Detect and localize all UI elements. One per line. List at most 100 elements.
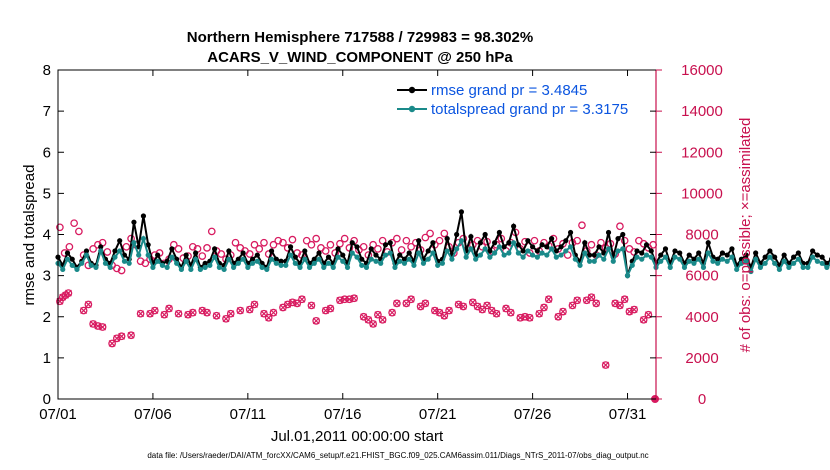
rmse-point <box>530 244 536 250</box>
totalspread-point <box>439 260 446 266</box>
totalspread-point <box>231 264 237 270</box>
totalspread-point <box>743 258 749 264</box>
totalspread-point <box>126 260 132 266</box>
obs-possible-marker <box>393 299 401 308</box>
rmse-point <box>814 252 820 258</box>
obs-possible-marker <box>103 248 112 256</box>
totalspread-point <box>477 252 483 258</box>
totalspread-point <box>221 266 227 273</box>
totalspread-point <box>691 260 697 266</box>
totalspread-point <box>297 264 303 270</box>
totalspread-point <box>520 254 526 260</box>
totalspread-point <box>615 248 621 254</box>
obs-possible-marker <box>340 295 349 304</box>
totalspread-point <box>98 248 104 254</box>
totalspread-point <box>387 250 393 256</box>
totalspread-point <box>349 250 355 256</box>
y-tick-label-left: 8 <box>43 62 51 79</box>
right-axis: 0 2000 4000 6000 8000 10000 12000 14000 16000 <box>656 62 723 408</box>
rmse-point <box>193 250 199 256</box>
legend-label-totalspread: totalspread grand pr = 3.3175 <box>431 101 628 118</box>
y-tick-label-right: 12000 <box>681 144 723 161</box>
obs-possible-marker <box>274 236 283 245</box>
obs-possible-marker <box>421 233 430 242</box>
obs-possible-marker <box>407 295 415 304</box>
rmse-point <box>397 252 403 258</box>
obs-possible-marker <box>326 304 335 313</box>
x-tick-label: 07/31 <box>609 406 647 423</box>
totalspread-point <box>79 260 85 266</box>
rmse-point <box>183 252 189 258</box>
rmse-point <box>425 248 431 254</box>
totalspread-point <box>169 254 175 260</box>
rmse-point <box>743 252 749 258</box>
rmse-point <box>235 256 241 262</box>
rmse-point <box>634 248 640 254</box>
obs-possible-marker <box>165 304 173 313</box>
obs-possible-marker <box>217 250 226 258</box>
obs-possible-marker <box>307 240 316 249</box>
obs-possible-marker <box>312 317 321 325</box>
totalspread-point <box>511 240 517 246</box>
obs-possible-marker <box>136 257 145 266</box>
rmse-point <box>558 244 564 250</box>
rmse-point <box>753 250 759 256</box>
y-tick-label-right: 14000 <box>681 103 723 120</box>
obs-possible-marker <box>350 294 359 303</box>
totalspread-point <box>259 264 265 270</box>
totalspread-point <box>164 264 170 270</box>
rmse-point <box>515 242 521 248</box>
obs-possible-marker <box>421 299 430 308</box>
totalspread-point <box>278 262 284 268</box>
rmse-point <box>202 260 208 266</box>
obs-assimilated-marker <box>251 300 258 308</box>
rmse-point <box>767 248 773 254</box>
totalspread-point <box>558 252 564 258</box>
rmse-point <box>553 248 559 254</box>
totalspread-point <box>681 264 688 270</box>
obs-possible-marker <box>312 234 321 243</box>
totalspread-point <box>672 254 678 260</box>
obs-possible-marker <box>483 301 491 310</box>
totalspread-point <box>202 264 208 270</box>
rmse-point <box>696 250 702 256</box>
totalspread-point <box>420 260 427 266</box>
totalspread-point <box>401 260 408 266</box>
rmse-point <box>131 219 137 225</box>
rmse-point <box>349 240 355 246</box>
totalspread-point <box>539 250 545 256</box>
totalspread-point <box>492 250 498 256</box>
obs-possible-marker <box>122 242 131 251</box>
rmse-point <box>691 256 697 262</box>
rmse-point <box>292 254 298 260</box>
totalspread-point <box>83 252 90 258</box>
obs-assimilated-marker <box>84 300 92 308</box>
obs-assimilated-marker <box>535 310 543 318</box>
rmse-point <box>762 254 768 260</box>
obs-possible-marker <box>506 308 515 317</box>
totalspread-point <box>316 256 322 262</box>
totalspread-point <box>605 246 612 252</box>
obs-possible-marker <box>231 238 240 247</box>
obs-assimilated-marker <box>270 309 277 317</box>
totalspread-point <box>762 260 768 266</box>
rmse-point <box>444 236 450 242</box>
obs-possible-marker <box>79 306 88 315</box>
chart-title-line-2: ACARS_V_WIND_COMPONENT @ 250 hPa <box>207 49 513 66</box>
totalspread-point <box>548 246 555 252</box>
rmse-point <box>658 252 664 258</box>
totalspread-point <box>506 250 512 256</box>
rmse-point <box>539 242 545 248</box>
rmse-point <box>368 246 374 252</box>
totalspread-point <box>473 256 479 262</box>
totalspread-point <box>397 258 403 264</box>
totalspread-point <box>824 264 830 270</box>
totalspread-point <box>226 256 232 262</box>
obs-possible-marker <box>378 315 387 324</box>
totalspread-point <box>586 258 593 264</box>
rmse-point <box>212 246 218 252</box>
rmse-point <box>810 248 816 254</box>
rmse-point <box>511 223 517 229</box>
rmse-point <box>824 260 830 266</box>
obs-possible-marker <box>75 227 83 236</box>
